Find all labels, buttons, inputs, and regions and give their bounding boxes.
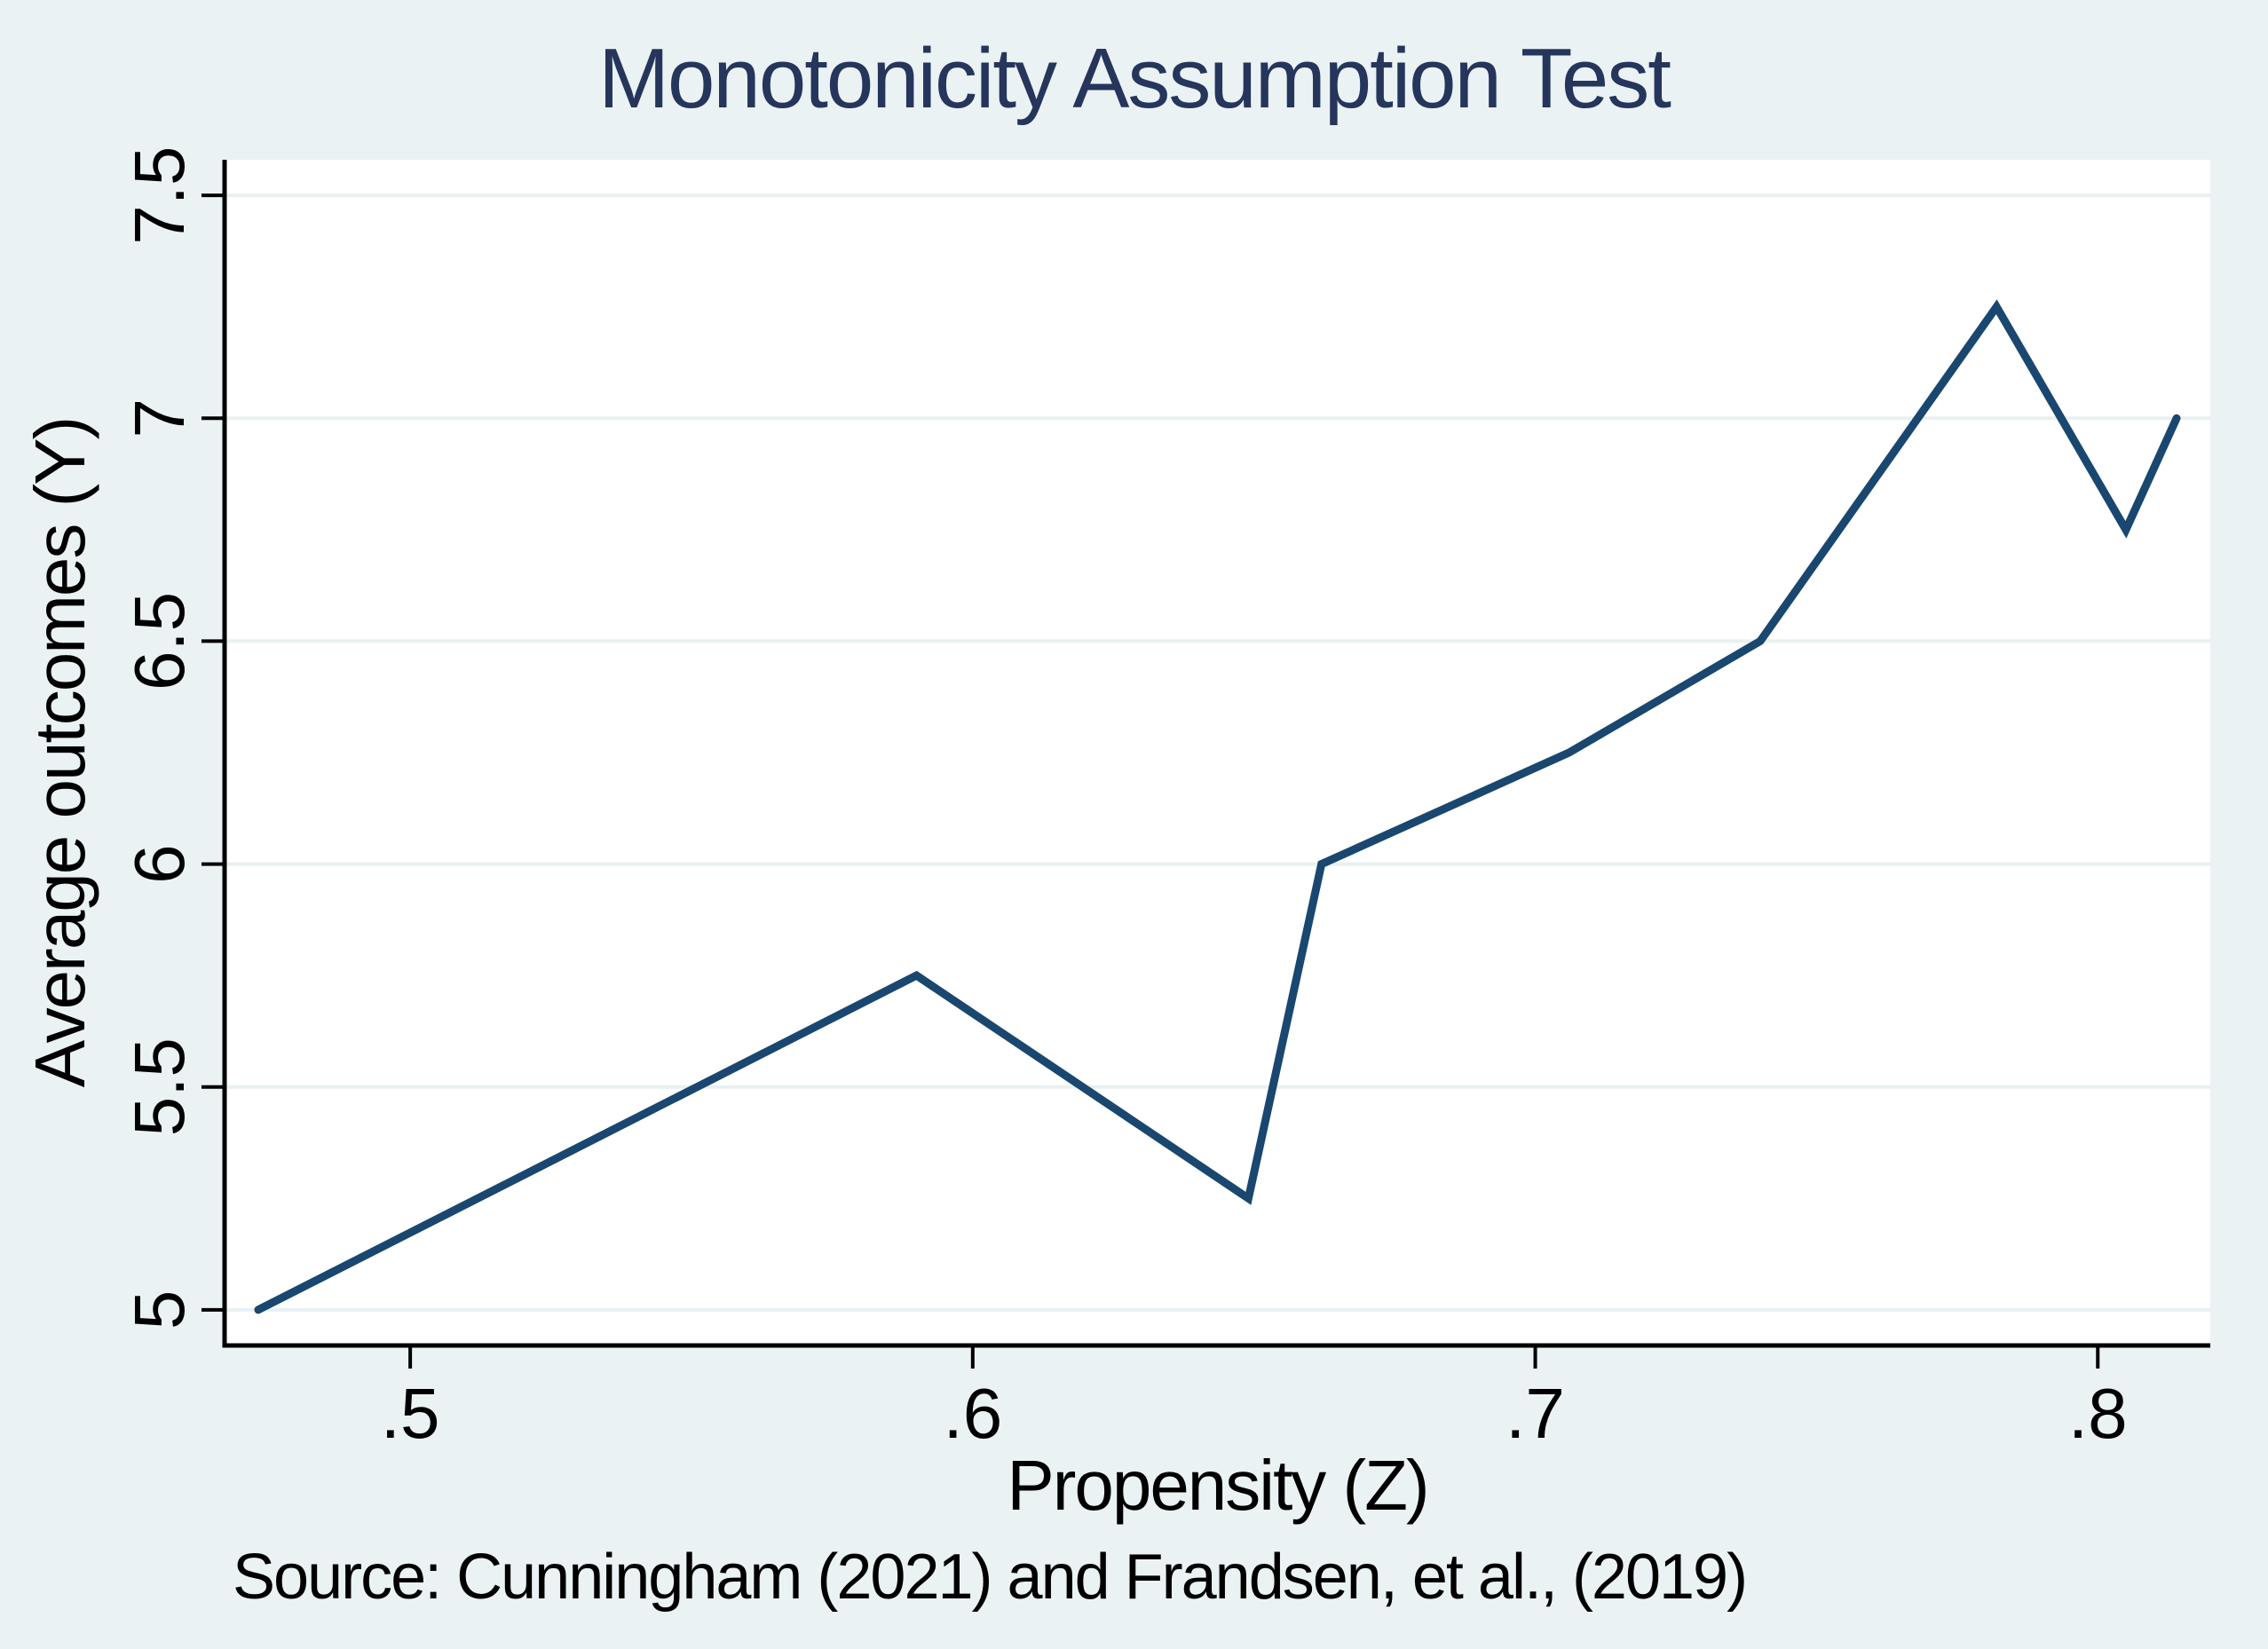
y-tick-label: 5.5 [120, 1038, 199, 1136]
x-axis-title: Propensity (Z) [1007, 1446, 1429, 1525]
y-tick-label: 6.5 [120, 592, 199, 690]
x-tick-label: .8 [2068, 1374, 2128, 1453]
x-tick-label: .5 [381, 1374, 440, 1453]
x-tick-label: .7 [1505, 1374, 1565, 1453]
y-tick-label: 7 [120, 398, 199, 438]
y-tick-label: 6 [120, 844, 199, 884]
y-tick-label: 5 [120, 1290, 199, 1330]
source-note: Source: Cunningham (2021) and Frandsen, … [233, 1542, 1748, 1613]
chart-title: Monotonicity Assumption Test [598, 31, 1671, 126]
plot-background [225, 160, 2210, 1345]
data-line [254, 299, 2181, 1314]
y-tick-label: 7.5 [120, 146, 199, 245]
x-tick-label: .6 [943, 1374, 1002, 1453]
